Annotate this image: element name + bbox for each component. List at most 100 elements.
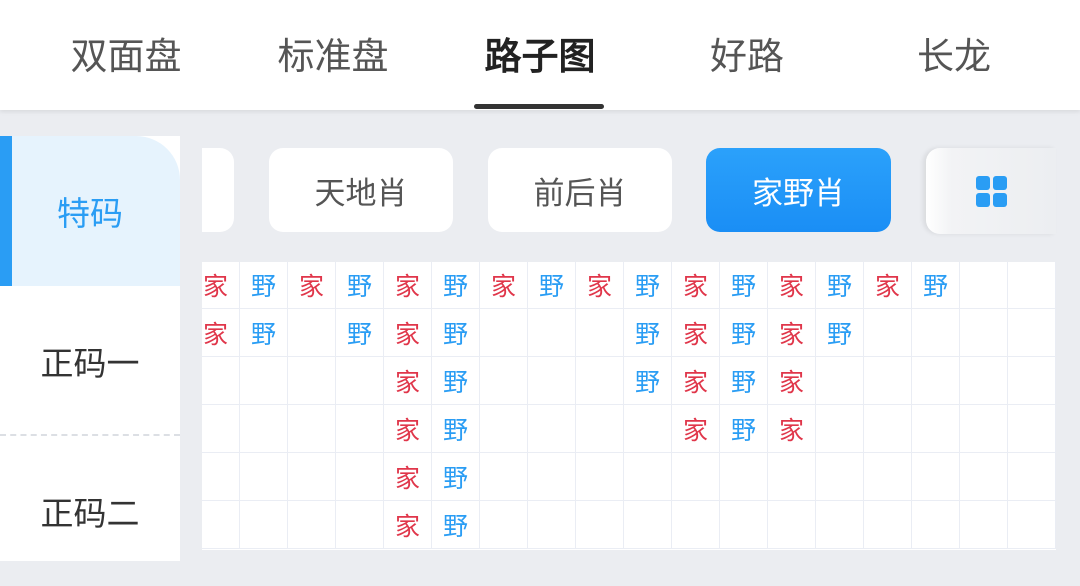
road-cell: 家 [202, 262, 240, 309]
filter-button-hidden[interactable] [202, 148, 234, 232]
road-cell: 家 [672, 405, 720, 453]
road-cell: 野 [720, 309, 768, 357]
road-cell [864, 405, 912, 453]
road-cell: 野 [240, 309, 288, 357]
road-cell [1008, 262, 1056, 309]
road-cell [336, 501, 384, 549]
road-cell [912, 501, 960, 549]
road-cell: 野 [336, 309, 384, 357]
sidebar: 特码 正码一 正码二 [0, 136, 180, 561]
tab-road-chart[interactable]: 路子图 [484, 35, 596, 78]
road-cell [1008, 453, 1056, 501]
road-cell [816, 501, 864, 549]
road-cell [912, 309, 960, 357]
road-cell [202, 501, 240, 549]
road-cell: 家 [384, 405, 432, 453]
road-cell: 家 [672, 357, 720, 405]
road-cell: 野 [528, 262, 576, 309]
road-cell: 野 [432, 309, 480, 357]
road-cell [864, 453, 912, 501]
sidebar-item-regular-2[interactable]: 正码二 [40, 494, 140, 533]
road-cell [576, 501, 624, 549]
road-cell [624, 453, 672, 501]
road-cell [1008, 309, 1056, 357]
road-cell: 野 [432, 357, 480, 405]
road-cell [960, 453, 1008, 501]
tab-good-road[interactable]: 好路 [710, 35, 784, 78]
road-cell [528, 405, 576, 453]
road-cell [864, 501, 912, 549]
road-cell: 野 [432, 501, 480, 549]
road-cell [912, 405, 960, 453]
road-cell [528, 357, 576, 405]
road-cell: 野 [720, 357, 768, 405]
road-cell [960, 405, 1008, 453]
road-cell [624, 405, 672, 453]
road-cell [288, 501, 336, 549]
filter-bar: 天地肖 前后肖 家野肖 [202, 148, 1056, 234]
layout-toggle-button[interactable] [926, 148, 1056, 234]
road-cell [480, 501, 528, 549]
road-cell [480, 405, 528, 453]
road-cell [480, 309, 528, 357]
road-cell: 野 [336, 262, 384, 309]
road-cell [480, 357, 528, 405]
tab-standard[interactable]: 标准盘 [277, 35, 389, 78]
road-cell [960, 262, 1008, 309]
road-cell [336, 405, 384, 453]
road-cell [864, 309, 912, 357]
filter-button-jiaye[interactable]: 家野肖 [706, 148, 891, 232]
road-cell [912, 453, 960, 501]
road-cell [480, 453, 528, 501]
road-cell [576, 309, 624, 357]
sidebar-item-regular-1[interactable]: 正码一 [40, 344, 140, 383]
road-cell [816, 357, 864, 405]
road-cell [288, 453, 336, 501]
road-cell: 家 [768, 357, 816, 405]
road-cell [240, 453, 288, 501]
road-cell [336, 357, 384, 405]
road-cell [1008, 357, 1056, 405]
road-cell: 家 [576, 262, 624, 309]
road-cell [816, 405, 864, 453]
road-cell [202, 405, 240, 453]
road-cell: 家 [384, 357, 432, 405]
road-cell [288, 309, 336, 357]
road-cell: 野 [912, 262, 960, 309]
road-cell: 野 [624, 309, 672, 357]
road-cell: 野 [432, 262, 480, 309]
road-cell [672, 453, 720, 501]
road-cell [240, 501, 288, 549]
road-cell [720, 501, 768, 549]
road-cell [528, 501, 576, 549]
road-cell: 野 [624, 262, 672, 309]
filter-button-qianhou[interactable]: 前后肖 [488, 148, 672, 232]
road-cell [768, 501, 816, 549]
road-cell: 家 [288, 262, 336, 309]
road-cell: 家 [384, 501, 432, 549]
road-cell: 野 [720, 262, 768, 309]
road-cell [816, 453, 864, 501]
road-cell: 野 [432, 453, 480, 501]
road-cell [576, 453, 624, 501]
road-cell: 野 [816, 309, 864, 357]
road-cell [672, 501, 720, 549]
filter-button-tiandi[interactable]: 天地肖 [269, 148, 453, 232]
road-cell [960, 309, 1008, 357]
road-cell: 野 [432, 405, 480, 453]
road-cell [240, 357, 288, 405]
road-cell: 野 [720, 405, 768, 453]
tab-double-side[interactable]: 双面盘 [70, 35, 182, 78]
active-tab-indicator [474, 104, 604, 109]
road-grid: 家野家野家野家野家野家野家野家野家野野家野野家野家野家野野家野家家野家野家家野家… [202, 262, 1056, 550]
road-cell [1008, 501, 1056, 549]
road-cell [912, 357, 960, 405]
road-cell [1008, 405, 1056, 453]
road-cell [960, 357, 1008, 405]
tab-long-dragon[interactable]: 长龙 [917, 35, 991, 78]
road-cell [960, 501, 1008, 549]
road-cell: 家 [202, 309, 240, 357]
road-cell [720, 453, 768, 501]
road-cell: 家 [864, 262, 912, 309]
sidebar-item-special[interactable]: 特码 [0, 136, 180, 286]
